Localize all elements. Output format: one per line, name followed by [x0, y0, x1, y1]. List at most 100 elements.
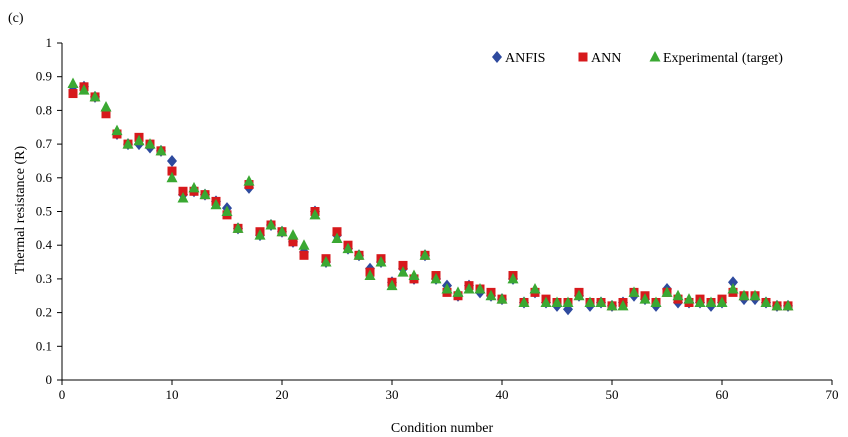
data-point-triangle — [628, 286, 640, 297]
data-point-triangle — [760, 296, 772, 307]
x-axis-label: Condition number — [391, 421, 494, 436]
data-point-triangle — [617, 299, 629, 311]
data-point-triangle — [386, 279, 398, 291]
data-point-triangle — [463, 283, 475, 294]
x-tick-label: 60 — [716, 387, 729, 402]
data-point-triangle — [551, 296, 563, 307]
data-point-triangle — [67, 77, 79, 88]
y-tick-label: 0.5 — [36, 204, 52, 219]
data-marks — [67, 77, 794, 316]
series-diamond — [68, 80, 793, 316]
legend-marker-triangle — [649, 51, 661, 62]
data-point-triangle — [408, 269, 420, 281]
data-point-triangle — [540, 296, 552, 307]
data-point-triangle — [782, 299, 794, 311]
legend: ANFIS ANN Experimental (target) — [492, 51, 783, 66]
data-point-triangle — [661, 286, 673, 297]
data-point-triangle — [78, 84, 90, 95]
data-point-diamond — [167, 154, 177, 167]
data-point-triangle — [100, 101, 112, 112]
data-point-triangle — [397, 266, 409, 277]
data-point-triangle — [749, 289, 761, 301]
data-point-triangle — [441, 283, 453, 294]
data-point-triangle — [474, 283, 486, 294]
data-point-square — [101, 109, 111, 119]
x-tick-label: 30 — [386, 387, 399, 402]
data-point-triangle — [672, 289, 684, 301]
x-tick-label: 40 — [496, 387, 509, 402]
data-point-triangle — [694, 296, 706, 307]
y-tick-label: 0.8 — [36, 102, 52, 117]
data-point-triangle — [320, 256, 332, 267]
data-point-triangle — [353, 249, 365, 260]
data-point-triangle — [430, 272, 442, 284]
data-point-triangle — [727, 283, 739, 294]
legend-label: Experimental (target) — [663, 51, 783, 66]
data-point-triangle — [331, 232, 343, 243]
data-point-triangle — [639, 293, 651, 304]
y-tick-label: 0.1 — [36, 338, 52, 353]
data-point-triangle — [507, 272, 519, 284]
x-tick-label: 70 — [826, 387, 839, 402]
data-point-triangle — [683, 293, 695, 304]
data-point-square — [332, 227, 342, 237]
data-point-triangle — [166, 171, 178, 183]
data-point-triangle — [243, 175, 255, 186]
data-point-triangle — [496, 293, 508, 304]
data-point-triangle — [221, 205, 233, 216]
data-point-triangle — [375, 256, 387, 267]
data-point-triangle — [562, 296, 574, 307]
data-point-triangle — [573, 289, 585, 301]
y-tick-label: 1 — [46, 35, 53, 50]
data-point-triangle — [485, 289, 497, 301]
x-tick-label: 50 — [606, 387, 619, 402]
data-point-triangle — [584, 296, 596, 307]
data-point-triangle — [155, 144, 167, 156]
data-point-triangle — [254, 229, 266, 240]
data-point-triangle — [265, 218, 277, 230]
data-point-triangle — [188, 181, 200, 193]
data-point-triangle — [111, 124, 123, 136]
data-point-triangle — [716, 296, 728, 307]
x-tick-label: 10 — [166, 387, 179, 402]
legend-marker-square — [578, 52, 588, 62]
data-point-triangle — [595, 296, 607, 307]
legend-marker-diamond — [492, 51, 502, 63]
x-tick-label: 20 — [276, 387, 289, 402]
data-point-triangle — [177, 192, 189, 203]
data-point-triangle — [738, 289, 750, 301]
y-tick-label: 0.7 — [36, 136, 53, 151]
data-point-square — [288, 237, 298, 247]
data-point-square — [398, 260, 408, 270]
data-point-square — [178, 186, 188, 196]
data-point-triangle — [650, 296, 662, 307]
y-tick-label: 0.6 — [36, 170, 53, 185]
data-point-triangle — [287, 229, 299, 240]
data-point-square — [68, 89, 78, 99]
y-tick-label: 0.9 — [36, 69, 52, 84]
data-point-triangle — [529, 283, 541, 294]
y-axis-label: Thermal resistance (R) — [13, 146, 28, 275]
data-point-triangle — [419, 249, 431, 260]
data-point-square — [299, 250, 309, 260]
data-point-triangle — [199, 188, 211, 200]
x-tick-label: 0 — [59, 387, 66, 402]
data-point-square — [167, 166, 177, 176]
y-tick-label: 0.4 — [36, 237, 53, 252]
data-point-triangle — [122, 138, 134, 149]
data-point-triangle — [771, 299, 783, 311]
data-point-diamond — [728, 276, 738, 289]
data-point-triangle — [210, 198, 222, 210]
series-square — [68, 82, 793, 311]
data-point-triangle — [89, 90, 101, 102]
y-tick-label: 0 — [46, 372, 53, 387]
legend-label: ANN — [591, 51, 621, 66]
series-triangle — [67, 77, 794, 311]
data-point-triangle — [705, 296, 717, 307]
data-point-triangle — [144, 138, 156, 149]
data-point-triangle — [342, 242, 354, 254]
data-point-triangle — [309, 208, 321, 220]
data-point-triangle — [518, 296, 530, 307]
data-point-triangle — [298, 239, 310, 250]
